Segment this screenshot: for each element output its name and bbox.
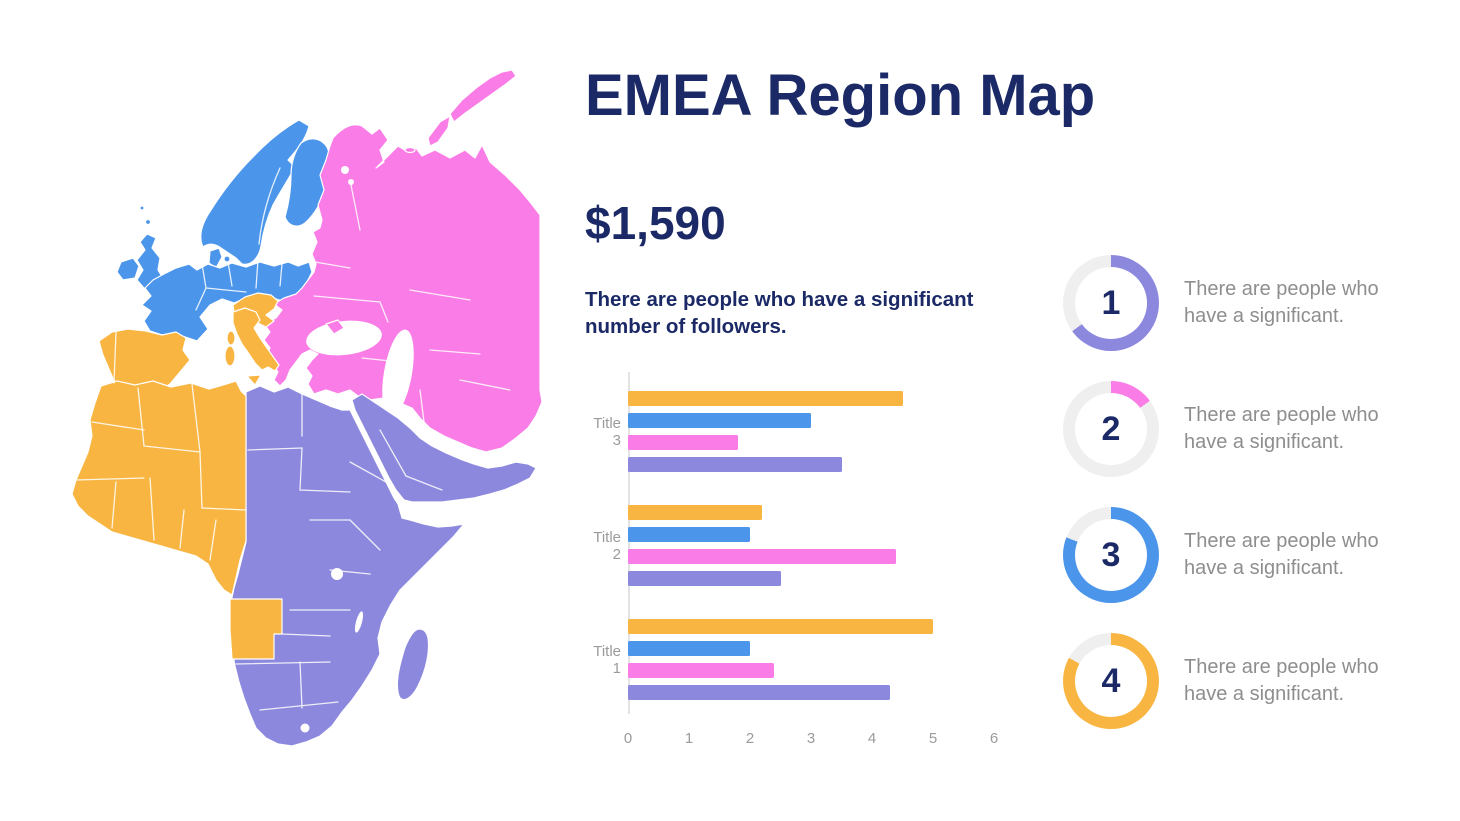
- map-island: [139, 205, 145, 211]
- map-region-scandinavia: [200, 119, 310, 265]
- map-region-madagascar: [396, 628, 430, 701]
- amount-value: $1,590: [585, 197, 726, 249]
- map-region-north-west-africa: [71, 380, 247, 596]
- stat-item: 1 There are people who have a significant…: [1063, 255, 1408, 351]
- progress-ring: 3: [1063, 507, 1159, 603]
- stat-text: There are people who have a significant.: [1184, 404, 1379, 453]
- black-sea: [306, 320, 382, 356]
- bar-group: Title 2: [593, 505, 994, 586]
- bar-group-label: Title 2: [593, 528, 621, 563]
- map-region-arabian-peninsula: [351, 393, 537, 503]
- lake: [341, 166, 349, 174]
- stat-item: 2 There are people who have a significant…: [1063, 381, 1408, 477]
- stat-number: 2: [1101, 409, 1121, 448]
- stat-text: There are people who have a significant.: [1184, 530, 1379, 579]
- bar: [628, 435, 738, 450]
- map-region-denmark: [208, 247, 223, 269]
- bar: [628, 549, 897, 564]
- caspian-sea: [382, 329, 414, 417]
- x-axis-tick-label: 5: [928, 730, 938, 747]
- stat-number: 3: [1101, 535, 1121, 574]
- map-region-corsica: [226, 330, 236, 346]
- map-region-east-south-africa: [228, 385, 465, 747]
- map-region-italy: [232, 307, 280, 372]
- stat-number: 4: [1101, 661, 1121, 700]
- page-title: EMEA Region Map: [585, 63, 1096, 128]
- map-region-novaya-zemlya: [427, 115, 451, 147]
- map-region-ireland: [116, 257, 140, 281]
- map-region-crimea: [325, 319, 345, 335]
- description: There are people who have a significant …: [585, 288, 974, 338]
- map-island: [223, 255, 231, 263]
- bar: [628, 391, 903, 406]
- bar: [628, 663, 775, 678]
- lesotho-cutout: [300, 723, 310, 733]
- bar: [628, 505, 763, 520]
- stat-item: 4 There are people who have a significant…: [1063, 633, 1408, 729]
- bar-group-label: Title 3: [593, 414, 621, 449]
- map-region-sardinia: [224, 345, 236, 367]
- bar-chart: Title 3 Title 2 Title 1 0 1 2 3 4 5 6: [585, 372, 998, 747]
- x-axis-tick-label: 4: [867, 730, 877, 747]
- bar: [628, 685, 891, 700]
- stat-number: 1: [1101, 283, 1121, 322]
- bar: [628, 527, 750, 542]
- map-region-novaya-zemlya-north: [449, 69, 517, 123]
- bar: [628, 571, 781, 586]
- bar-group: Title 1: [593, 619, 994, 700]
- bar: [628, 457, 842, 472]
- stat-text: There are people who have a significant.: [1184, 656, 1379, 705]
- progress-ring: 1: [1063, 255, 1159, 351]
- x-axis-ticks: 0 1 2 3 4 5 6: [624, 725, 998, 747]
- bar: [628, 619, 933, 634]
- map-region-sicily: [246, 374, 262, 386]
- bar: [628, 413, 811, 428]
- map-island: [404, 146, 416, 154]
- bar-group: Title 3: [593, 391, 994, 472]
- lake-malawi: [354, 611, 364, 633]
- map-region-russia-central-asia-middle-east: [263, 124, 543, 453]
- x-axis-tick-label: 2: [745, 730, 755, 747]
- map-region-angola: [229, 598, 283, 660]
- x-axis-tick-label: 0: [623, 730, 633, 747]
- stat-item: 3 There are people who have a significant…: [1063, 507, 1408, 603]
- stats-list: 1 There are people who have a significant…: [1063, 255, 1408, 759]
- x-axis-tick-label: 3: [806, 730, 816, 747]
- bar-plot: Title 3 Title 2 Title 1: [585, 372, 994, 714]
- progress-ring: 2: [1063, 381, 1159, 477]
- emea-map: [50, 50, 550, 770]
- country-borders: [75, 167, 511, 711]
- bar-group-label: Title 1: [593, 642, 621, 677]
- stat-text: There are people who have a significant.: [1184, 278, 1379, 327]
- map-island: [144, 218, 152, 226]
- x-axis-tick-label: 6: [989, 730, 999, 747]
- x-axis-tick-label: 1: [684, 730, 694, 747]
- bar: [628, 641, 750, 656]
- progress-ring: 4: [1063, 633, 1159, 729]
- emea-map-svg: [71, 69, 543, 747]
